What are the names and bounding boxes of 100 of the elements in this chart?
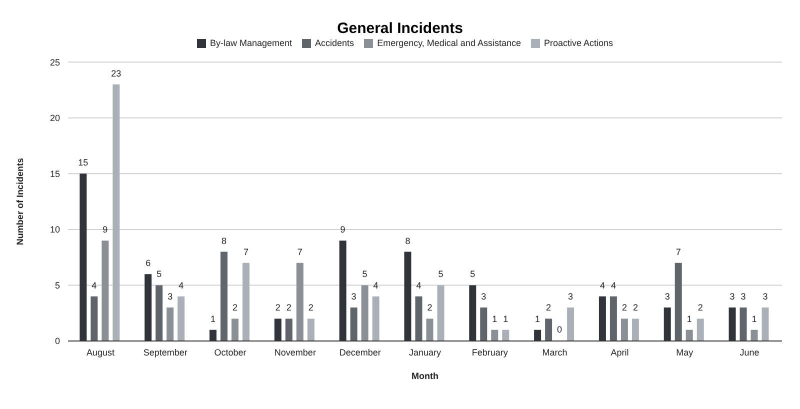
data-label: 2 — [427, 302, 432, 313]
data-label: 6 — [146, 258, 151, 268]
bar — [166, 308, 174, 341]
bar — [361, 285, 368, 341]
bar — [285, 318, 292, 341]
data-label: 9 — [340, 224, 346, 235]
bar — [415, 296, 422, 341]
data-label: 4 — [373, 280, 378, 290]
data-label: 1 — [752, 314, 757, 324]
data-label: 5 — [470, 269, 476, 280]
bar — [696, 318, 704, 341]
data-label: 5 — [362, 269, 368, 280]
x-tick-label: March — [542, 347, 568, 358]
y-tick-label: 15 — [50, 168, 60, 179]
bar — [545, 318, 552, 341]
data-label: 5 — [156, 269, 162, 280]
x-tick-label: February — [472, 347, 508, 358]
data-label: 9 — [102, 224, 108, 235]
data-label: 7 — [243, 246, 249, 257]
x-axis-title: Month — [412, 371, 438, 381]
data-label: 2 — [286, 302, 292, 313]
data-label: 7 — [297, 246, 302, 257]
bar — [567, 308, 574, 341]
legend-label: Proactive Actions — [544, 38, 614, 48]
y-axis-title: Number of Incidents — [15, 158, 26, 246]
bar — [610, 296, 617, 341]
bar — [102, 240, 109, 341]
y-tick-label: 25 — [50, 57, 60, 68]
data-label: 4 — [600, 280, 605, 290]
y-tick-label: 0 — [54, 336, 60, 346]
bar — [242, 262, 250, 341]
data-label: 2 — [632, 302, 638, 313]
data-label: 5 — [438, 269, 444, 280]
data-label: 2 — [308, 302, 314, 313]
x-tick-label: April — [610, 347, 629, 358]
bar — [426, 318, 434, 341]
bar — [178, 296, 185, 341]
data-label: 3 — [664, 292, 670, 302]
bar — [480, 308, 488, 341]
bar — [156, 285, 163, 341]
bar — [220, 252, 228, 341]
data-label: 3 — [481, 292, 486, 302]
bar — [750, 330, 758, 341]
data-label: 3 — [730, 292, 735, 302]
x-tick-label: August — [86, 347, 115, 358]
legend-label: Accidents — [315, 38, 354, 48]
data-label: 23 — [111, 68, 122, 78]
bar — [372, 296, 380, 341]
data-label: 7 — [676, 246, 681, 257]
y-tick-label: 20 — [50, 113, 60, 124]
y-tick-label: 10 — [50, 224, 60, 235]
y-tick-label: 5 — [54, 280, 60, 290]
bar — [686, 330, 693, 341]
x-tick-label: September — [143, 347, 188, 358]
bar — [296, 262, 304, 341]
bar — [491, 330, 498, 341]
data-label: 4 — [416, 280, 422, 290]
bar — [502, 330, 510, 341]
bar — [762, 308, 769, 341]
data-label: 15 — [78, 158, 88, 168]
data-label: 3 — [762, 292, 768, 302]
chart-title: General Incidents — [337, 20, 463, 37]
data-label: 3 — [568, 292, 574, 302]
data-label: 3 — [168, 292, 173, 302]
data-label: 1 — [492, 314, 498, 324]
data-label: 3 — [740, 292, 746, 302]
x-tick-label: October — [214, 347, 246, 358]
data-label: 1 — [210, 314, 216, 324]
legend-label: By-law Management — [210, 38, 292, 48]
data-label: 1 — [535, 314, 540, 324]
bar — [632, 318, 639, 341]
bar — [674, 262, 682, 341]
x-tick-label: June — [740, 347, 760, 358]
x-tick-label: May — [676, 347, 694, 358]
data-label: 3 — [351, 292, 356, 302]
bar — [350, 308, 358, 341]
data-label: 4 — [92, 280, 97, 290]
x-tick-label: December — [339, 347, 381, 358]
data-label: 2 — [546, 302, 552, 313]
bar — [307, 318, 314, 341]
x-tick-label: November — [274, 347, 316, 358]
data-label: 2 — [622, 302, 627, 313]
bar — [437, 285, 444, 341]
data-label: 2 — [275, 302, 280, 313]
x-tick-label: January — [408, 347, 442, 358]
bar — [232, 318, 238, 341]
data-label: 4 — [610, 280, 616, 290]
data-label: 2 — [698, 302, 703, 313]
data-label: 8 — [221, 236, 227, 246]
data-label: 2 — [232, 302, 238, 313]
data-label: 8 — [405, 236, 410, 246]
bar — [620, 318, 628, 341]
data-label: 4 — [178, 280, 184, 290]
data-label: 1 — [503, 314, 508, 324]
bar — [740, 308, 747, 341]
bar — [90, 296, 98, 341]
data-label: 0 — [557, 324, 562, 334]
bar — [112, 84, 120, 341]
data-label: 1 — [686, 314, 692, 324]
legend-label: Emergency, Medical and Assistance — [377, 38, 521, 48]
